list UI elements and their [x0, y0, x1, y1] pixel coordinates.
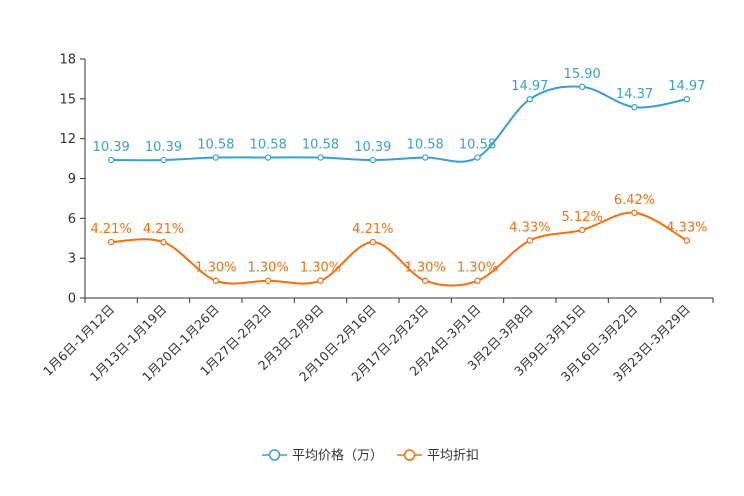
data-label: 10.39 — [354, 140, 391, 155]
data-label: 4.33% — [509, 221, 550, 236]
data-label: 4.33% — [666, 221, 707, 236]
data-label: 5.12% — [562, 210, 603, 225]
data-point — [212, 154, 220, 161]
data-point — [631, 103, 638, 111]
data-point — [421, 277, 429, 284]
data-point — [369, 156, 377, 164]
data-point — [578, 226, 586, 234]
data-point — [578, 83, 586, 91]
legend-marker — [403, 449, 416, 461]
data-point — [107, 156, 115, 164]
data-label: 1.30% — [405, 261, 446, 276]
data-label: 10.58 — [407, 138, 444, 153]
y-tick-label: 0 — [68, 292, 76, 307]
data-point — [369, 238, 377, 246]
data-point — [107, 238, 115, 246]
data-point — [264, 277, 272, 284]
data-label: 4.21% — [91, 222, 132, 237]
data-label: 14.97 — [511, 79, 548, 94]
data-label: 10.39 — [93, 140, 130, 155]
data-point — [683, 237, 691, 244]
data-point — [421, 154, 429, 161]
data-point — [526, 96, 534, 103]
data-label: 15.90 — [564, 67, 601, 82]
data-label: 1.30% — [195, 261, 236, 276]
data-label: 10.58 — [197, 138, 234, 153]
y-tick-label: 6 — [68, 212, 76, 227]
data-label: 4.21% — [352, 222, 393, 237]
data-label: 6.42% — [614, 193, 655, 208]
y-tick-label: 9 — [68, 172, 76, 187]
data-point — [474, 277, 481, 284]
data-point — [631, 209, 638, 216]
y-tick-label: 15 — [59, 92, 76, 107]
y-tick-label: 3 — [68, 252, 76, 267]
data-label: 10.58 — [459, 138, 496, 153]
data-label: 14.97 — [668, 79, 705, 94]
data-point — [317, 154, 324, 161]
y-tick-label: 18 — [59, 53, 76, 68]
data-point — [160, 238, 167, 246]
legend-item-2[interactable]: 平均折扣 — [397, 449, 479, 464]
data-point — [212, 277, 220, 284]
legend-marker — [268, 449, 281, 461]
data-label: 1.30% — [300, 261, 341, 276]
chart-legend[interactable]: 平均价格（万） 平均折扣 — [262, 448, 479, 464]
data-point — [264, 154, 272, 161]
data-label: 10.58 — [302, 138, 339, 153]
data-point — [526, 237, 534, 244]
chart-series: 10.39 10.39 10.58 10.58 10.58 10.39 10.58 10.58… — [91, 67, 707, 287]
series-2: 4.21% 4.21% 1.30% 1.30% 1.30% 4.21% 1.30% 1.30%… — [91, 193, 707, 287]
data-point — [317, 277, 324, 284]
data-label: 1.30% — [248, 261, 289, 276]
series-1: 10.39 10.39 10.58 10.58 10.58 10.39 10.58 10.58… — [93, 67, 705, 164]
data-label: 4.21% — [143, 222, 184, 237]
data-point — [683, 96, 691, 103]
data-label: 1.30% — [457, 261, 498, 276]
data-point — [474, 154, 481, 161]
legend-item-1[interactable]: 平均价格（万） — [262, 448, 383, 464]
legend-label: 平均折扣 — [427, 449, 479, 464]
data-label: 10.58 — [250, 138, 287, 153]
y-tick-label: 12 — [59, 132, 76, 147]
data-label: 10.39 — [145, 140, 182, 155]
data-point — [160, 156, 167, 164]
data-label: 14.37 — [616, 87, 653, 102]
legend-label: 平均价格（万） — [292, 448, 383, 464]
